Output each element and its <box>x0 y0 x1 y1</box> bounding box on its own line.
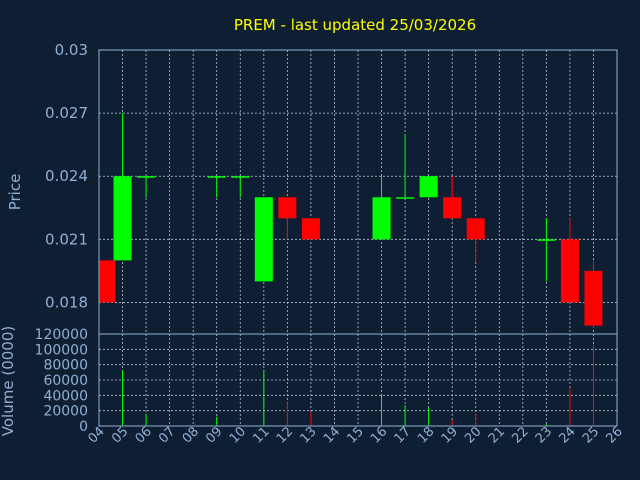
volume-y-tick-label: 120000 <box>35 327 88 343</box>
candle-body <box>396 197 415 199</box>
x-tick-label: 15 <box>345 424 367 446</box>
x-tick-label: 05 <box>109 424 131 446</box>
volume-y-tick-label: 40000 <box>43 388 88 404</box>
candle-body <box>254 197 273 282</box>
x-tick-label: 11 <box>250 424 272 446</box>
price-y-axis-label: Price <box>6 174 24 211</box>
x-tick-label: 06 <box>133 424 155 446</box>
x-tick-label: 20 <box>462 424 484 446</box>
x-tick-label: 19 <box>439 424 461 446</box>
price-y-tick-label: 0.021 <box>45 230 88 248</box>
price-panel: 0.03 0.027 0.024 0.021 0.018 Price <box>6 41 618 335</box>
x-tick-label: 22 <box>509 424 531 446</box>
candle-body <box>301 218 320 240</box>
x-tick-label: 21 <box>486 424 508 446</box>
x-tick-label: 26 <box>604 424 626 446</box>
candle-body <box>560 239 579 303</box>
candle-body <box>113 176 132 261</box>
x-tick-label: 09 <box>203 424 225 446</box>
price-y-tick-label: 0.027 <box>45 104 88 122</box>
x-tick-label: 14 <box>321 424 343 446</box>
x-tick-label: 16 <box>368 424 390 446</box>
candle-body <box>137 176 156 178</box>
x-tick-label: 12 <box>274 424 296 446</box>
x-tick-label: 24 <box>556 424 578 446</box>
candle-body <box>419 176 438 198</box>
candle-body <box>99 260 116 303</box>
volume-y-tick-label: 80000 <box>43 358 88 374</box>
price-y-tick-label: 0.03 <box>55 41 88 59</box>
volume-y-tick-label: 100000 <box>35 342 88 358</box>
candle-body <box>207 176 226 178</box>
candle-body <box>537 239 556 241</box>
x-tick-label: 18 <box>415 424 437 446</box>
candle-body <box>584 270 603 326</box>
x-tick-label: 13 <box>297 424 319 446</box>
price-candles <box>99 113 603 328</box>
volume-y-tick-label: 60000 <box>43 373 88 389</box>
chart-title: PREM - last updated 25/03/2026 <box>234 16 476 34</box>
x-tick-label: 25 <box>580 424 602 446</box>
candle-body <box>278 197 297 219</box>
volume-y-axis-label: Volume (0000) <box>0 326 17 436</box>
x-tick-label: 07 <box>156 424 178 446</box>
x-tick-label: 04 <box>86 424 108 446</box>
candle-body <box>443 197 462 219</box>
candle-body <box>231 176 250 178</box>
price-y-tick-label: 0.018 <box>45 293 88 311</box>
volume-y-tick-label: 20000 <box>43 404 88 420</box>
x-axis-label: Day <box>334 460 362 476</box>
volume-plot-frame <box>98 333 618 427</box>
price-y-tick-label: 0.024 <box>45 167 88 185</box>
candle-body <box>372 197 391 240</box>
candle-body <box>466 218 485 240</box>
x-tick-label: 10 <box>227 424 249 446</box>
price-grid <box>98 49 618 334</box>
volume-grid <box>98 334 618 426</box>
volume-y-tick-label: 0 <box>79 419 88 435</box>
x-tick-label: 23 <box>533 424 555 446</box>
price-y-ticks: 0.03 0.027 0.024 0.021 0.018 <box>45 41 88 311</box>
x-tick-label: 17 <box>392 424 414 446</box>
volume-bars <box>122 344 594 426</box>
x-axis-ticks: 04 05 06 07 08 09 10 11 12 13 14 15 16 17 18 19 20 21 22 23… <box>86 424 626 446</box>
x-tick-label: 08 <box>180 424 202 446</box>
